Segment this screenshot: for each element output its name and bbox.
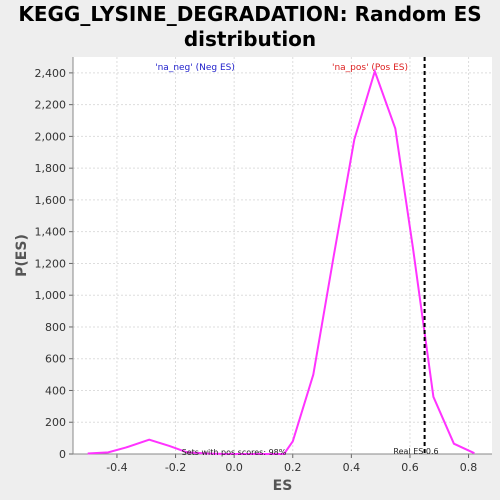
x-tick-label: 0.2 <box>284 461 302 474</box>
y-tick-label: 2,000 <box>35 130 67 143</box>
y-tick-label: 600 <box>45 353 66 366</box>
series-layer <box>87 68 475 455</box>
y-tick-label: 800 <box>45 321 66 334</box>
y-tick-label: 1,400 <box>35 226 67 239</box>
chart-title-line-1: KEGG_LYSINE_DEGRADATION: Random ES <box>18 2 482 26</box>
y-tick-label: 0 <box>59 448 66 461</box>
x-tick-label: -0.4 <box>106 461 127 474</box>
grid-lines <box>73 57 492 455</box>
y-tick-label: 200 <box>45 416 66 429</box>
plot-area <box>73 57 492 454</box>
x-axis-label: ES <box>273 478 293 494</box>
y-tick-label: 1,000 <box>35 289 67 302</box>
y-tick-label: 1,200 <box>35 257 67 270</box>
chart-title-line-2: distribution <box>183 27 317 51</box>
legend-neg-es: 'na_neg' (Neg ES) <box>155 63 235 73</box>
y-tick-label: 2,200 <box>35 99 67 112</box>
real-es-label: Real ES 0.6 <box>393 447 438 456</box>
y-axis-label: P(ES) <box>14 234 30 277</box>
y-tick-label: 2,400 <box>35 67 67 80</box>
y-tick-label: 1,800 <box>35 162 67 175</box>
x-tick-label: 0.0 <box>225 461 243 474</box>
legend-pos-es: 'na_pos' (Pos ES) <box>332 63 408 73</box>
chart-title: KEGG_LYSINE_DEGRADATION: Random ES distr… <box>0 2 500 52</box>
y-tick-label: 400 <box>45 384 66 397</box>
es-distribution-line <box>87 68 475 455</box>
x-tick-label: 0.4 <box>343 461 361 474</box>
x-tick-label: 0.6 <box>401 461 419 474</box>
chart-text: 'na_neg' (Neg ES) 'na_pos' (Pos ES) Sets… <box>14 63 439 494</box>
x-tick-label: 0.8 <box>460 461 478 474</box>
y-tick-label: 1,600 <box>35 194 67 207</box>
pos-scores-annotation: Sets with pos scores: 98% <box>182 448 287 457</box>
x-tick-label: -0.2 <box>165 461 186 474</box>
